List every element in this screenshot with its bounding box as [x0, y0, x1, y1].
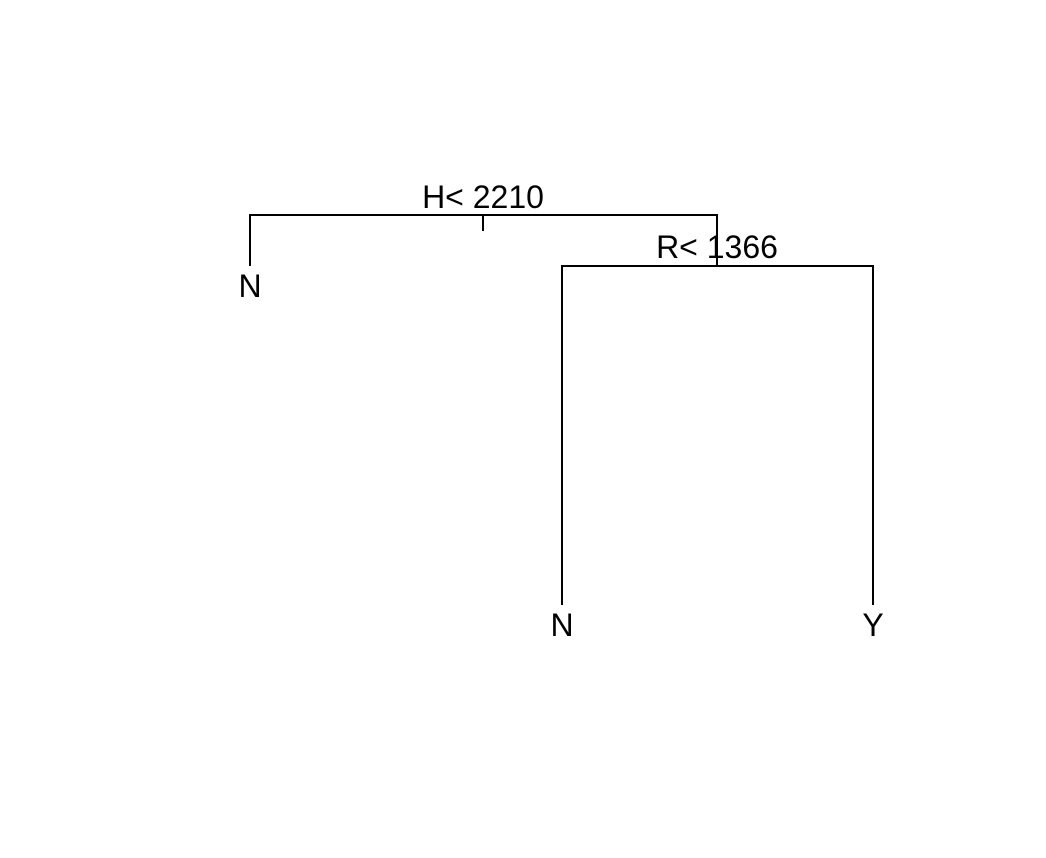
leaf-label-r-left: N	[550, 607, 573, 643]
second-split-label: R< 1366	[656, 229, 778, 265]
leaf-label-h-left: N	[238, 268, 261, 304]
leaf-label-r-right: Y	[862, 607, 883, 643]
second-split-bracket	[561, 265, 874, 605]
root-split-label: H< 2210	[422, 179, 544, 215]
